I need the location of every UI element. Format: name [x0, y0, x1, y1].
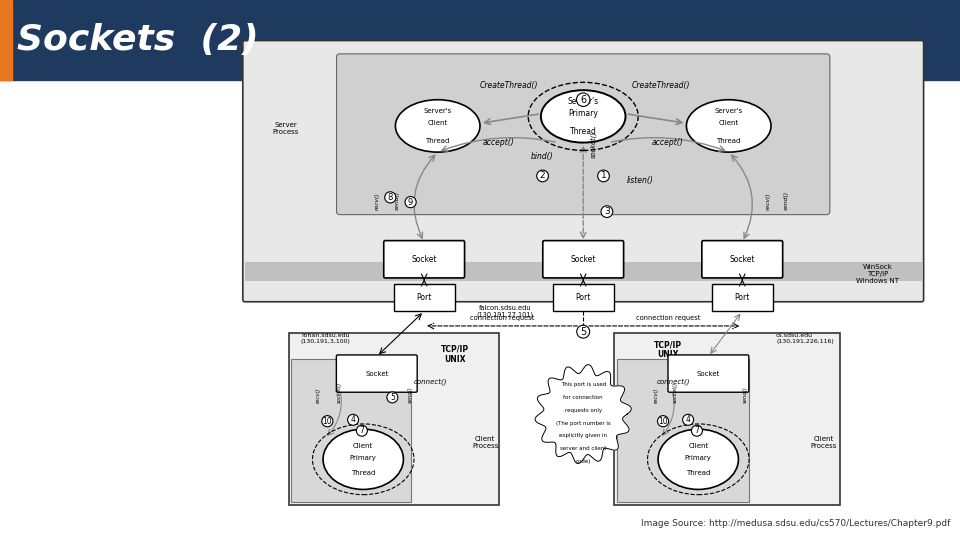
Text: for connection: for connection — [564, 395, 603, 400]
Text: Thread: Thread — [570, 126, 596, 136]
Text: Client: Client — [719, 120, 739, 126]
Text: 1: 1 — [601, 171, 607, 180]
Bar — [245, 262, 922, 281]
Text: Thread: Thread — [425, 138, 450, 144]
Text: connect(): connect() — [414, 379, 447, 385]
Text: falcon.sdsu.edu
(130,191,27,101): falcon.sdsu.edu (130,191,27,101) — [477, 305, 534, 319]
Text: Client
Process: Client Process — [810, 436, 837, 449]
Text: socket(): socket() — [590, 131, 597, 158]
Text: CreateThread(): CreateThread() — [632, 81, 690, 90]
Text: 7: 7 — [694, 426, 699, 435]
Text: socket(): socket() — [337, 382, 342, 403]
Text: Port: Port — [734, 293, 750, 302]
Text: send(): send() — [783, 191, 789, 210]
Text: Client: Client — [427, 120, 447, 126]
Text: Server's: Server's — [714, 108, 743, 114]
Text: send(): send() — [743, 387, 748, 403]
Text: Thread: Thread — [351, 470, 375, 476]
Text: recv(): recv() — [375, 193, 380, 210]
Text: send(): send() — [395, 191, 399, 210]
Text: 9: 9 — [408, 198, 413, 207]
Ellipse shape — [396, 100, 480, 152]
Text: Server's: Server's — [567, 97, 599, 106]
Text: Server's: Server's — [423, 108, 452, 114]
Text: 5: 5 — [390, 393, 395, 402]
Text: recv(): recv() — [654, 388, 659, 403]
Ellipse shape — [686, 100, 771, 152]
Text: 8: 8 — [388, 193, 393, 202]
FancyBboxPatch shape — [243, 40, 924, 302]
Polygon shape — [535, 364, 632, 463]
Bar — [617, 359, 749, 502]
Text: explicitly given in: explicitly given in — [559, 434, 608, 438]
Text: listen(): listen() — [627, 176, 654, 185]
Text: connection request: connection request — [469, 315, 534, 321]
Text: send(): send() — [408, 387, 413, 403]
Text: socket(): socket() — [673, 382, 678, 403]
Text: requests only: requests only — [564, 408, 602, 413]
FancyBboxPatch shape — [542, 241, 624, 278]
Text: accept(): accept() — [652, 138, 684, 147]
Text: 7: 7 — [359, 426, 365, 435]
Text: Socket: Socket — [730, 255, 755, 264]
Text: Client
Process: Client Process — [472, 436, 498, 449]
Text: Client: Client — [688, 443, 708, 449]
Text: 4: 4 — [350, 415, 355, 424]
Text: 6: 6 — [580, 94, 587, 105]
Text: TCP/IP
UNIX: TCP/IP UNIX — [654, 340, 682, 360]
Text: Primary: Primary — [349, 455, 376, 461]
Bar — [394, 284, 455, 311]
Text: recv(): recv() — [316, 388, 321, 403]
Text: Client: Client — [353, 443, 373, 449]
Text: accept(): accept() — [483, 138, 515, 147]
Text: connect(): connect() — [657, 379, 690, 385]
Text: (The port number is: (The port number is — [556, 421, 611, 426]
Bar — [613, 333, 840, 504]
Text: TCP/IP
UNIX: TCP/IP UNIX — [441, 345, 468, 364]
Text: bind(): bind() — [531, 152, 554, 161]
Bar — [289, 333, 498, 504]
Text: Socket: Socket — [570, 255, 596, 264]
Text: Server
Process: Server Process — [273, 122, 299, 135]
FancyBboxPatch shape — [336, 355, 418, 392]
Text: Socket: Socket — [365, 370, 389, 376]
Text: connection request: connection request — [636, 315, 700, 321]
Text: cs.sdsu.edu
(130,191,226,116): cs.sdsu.edu (130,191,226,116) — [776, 333, 834, 344]
Text: 2: 2 — [540, 171, 545, 180]
Text: Thread: Thread — [716, 138, 741, 144]
Text: Port: Port — [575, 293, 591, 302]
Text: Sockets  (2): Sockets (2) — [17, 23, 258, 57]
FancyBboxPatch shape — [337, 54, 829, 214]
Text: 10: 10 — [659, 417, 668, 426]
Text: 5: 5 — [580, 327, 587, 336]
Bar — [553, 284, 613, 311]
Text: 4: 4 — [685, 415, 690, 424]
Text: Image Source: http://medusa.sdsu.edu/cs570/Lectures/Chapter9.pdf: Image Source: http://medusa.sdsu.edu/cs5… — [640, 519, 950, 528]
Text: WinSock
TCP/IP
Windows NT: WinSock TCP/IP Windows NT — [856, 264, 900, 284]
Text: Primary: Primary — [684, 455, 711, 461]
Ellipse shape — [324, 429, 403, 489]
Text: code): code) — [575, 459, 591, 464]
Bar — [711, 284, 773, 311]
Text: This port is used: This port is used — [561, 382, 606, 387]
Text: rohan.sdsu.edu
(130,191,3,100): rohan.sdsu.edu (130,191,3,100) — [301, 333, 350, 344]
Text: recv(): recv() — [765, 193, 771, 210]
Text: Port: Port — [417, 293, 432, 302]
Ellipse shape — [540, 90, 626, 143]
Bar — [0, 0, 12, 80]
Ellipse shape — [658, 429, 738, 489]
Bar — [0, 0, 960, 80]
FancyBboxPatch shape — [702, 241, 782, 278]
Text: 10: 10 — [323, 417, 332, 426]
Text: CreateThread(): CreateThread() — [479, 81, 538, 90]
Text: 3: 3 — [604, 207, 610, 216]
FancyBboxPatch shape — [384, 241, 465, 278]
Bar — [291, 359, 411, 502]
Text: Socket: Socket — [697, 370, 720, 376]
Text: Socket: Socket — [412, 255, 437, 264]
Text: Thread: Thread — [686, 470, 710, 476]
Text: Primary: Primary — [568, 109, 598, 118]
FancyBboxPatch shape — [668, 355, 749, 392]
Text: server and client: server and client — [560, 447, 607, 451]
